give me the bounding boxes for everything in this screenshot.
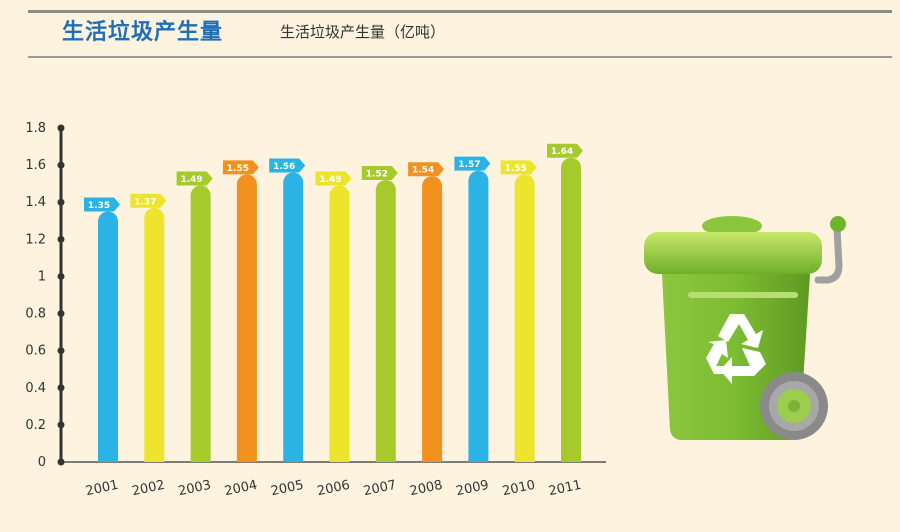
x-tick-label: 2007 (362, 478, 397, 500)
data-label-flag (500, 160, 537, 175)
bar (329, 185, 350, 462)
bar (375, 179, 396, 462)
data-label: 1.37 (134, 197, 156, 207)
data-label-flag (315, 171, 352, 186)
y-tick-label: 0.6 (25, 344, 46, 359)
data-label: 1.55 (227, 164, 249, 174)
bar (514, 174, 535, 462)
y-tick-label: 0.4 (25, 381, 46, 396)
y-tick-dot (57, 310, 65, 318)
data-label: 1.49 (319, 175, 341, 185)
data-label: 1.35 (88, 201, 110, 211)
y-tick-label: 1.6 (25, 158, 46, 173)
y-tick-label: 1.2 (25, 232, 46, 247)
data-label-flag (176, 171, 213, 186)
y-tick-dot (57, 421, 65, 429)
data-label-flag (84, 197, 120, 212)
data-label-flag (269, 158, 306, 173)
page-title: 生活垃圾产生量 (62, 20, 224, 45)
bar (561, 157, 581, 462)
y-tick-dot (57, 198, 65, 206)
data-label: 1.55 (505, 164, 527, 174)
x-tick-label: 2002 (131, 478, 166, 500)
data-label-flag (547, 143, 583, 158)
bar (422, 176, 443, 462)
recycling-bin-icon (644, 216, 846, 440)
y-tick-label: 0.2 (25, 418, 46, 433)
x-tick-label: 2001 (84, 478, 119, 500)
data-label-flag (361, 165, 398, 180)
y-tick-label: 1.8 (25, 121, 46, 136)
x-tick-label: 2004 (223, 478, 258, 500)
bar (190, 185, 211, 462)
data-label: 1.64 (551, 147, 573, 157)
data-label-flag (130, 193, 167, 208)
bar (468, 170, 489, 462)
data-label: 1.49 (180, 175, 202, 185)
y-tick-dot (57, 347, 65, 355)
data-label: 1.54 (412, 166, 434, 176)
bar (283, 172, 304, 463)
y-tick-dot (57, 272, 65, 280)
chart-subtitle: 生活垃圾产生量（亿吨） (280, 23, 446, 41)
x-tick-label: 2010 (501, 478, 536, 500)
data-label-flag (408, 162, 445, 177)
y-tick-label: 0.8 (25, 307, 46, 322)
y-tick-label: 1 (38, 269, 46, 284)
x-tick-label: 2011 (547, 478, 582, 500)
bar (98, 211, 118, 462)
y-tick-dot (57, 124, 65, 132)
y-tick-label: 0 (38, 455, 46, 470)
data-label-flag (222, 160, 259, 175)
y-tick-label: 1.4 (25, 195, 46, 210)
data-label: 1.56 (273, 162, 295, 172)
y-tick-dot (57, 384, 65, 392)
top-rule (28, 10, 892, 13)
x-tick-label: 2006 (316, 478, 351, 500)
data-label-flag (454, 156, 491, 171)
bar (144, 207, 165, 462)
y-tick-dot (57, 458, 65, 466)
y-tick-dot (57, 161, 65, 169)
data-label: 1.57 (458, 160, 480, 170)
bar-chart: 0 0.2 0.4 0.6 0.8 1 1.2 1.4 1.6 1.8 1.35 2001 1.37 20… (25, 121, 606, 500)
y-tick-dot (57, 235, 65, 243)
x-tick-label: 2003 (177, 478, 212, 500)
x-tick-label: 2008 (408, 478, 443, 500)
x-tick-label: 2005 (270, 478, 305, 500)
bar (236, 174, 257, 462)
x-tick-label: 2009 (455, 478, 490, 500)
data-label: 1.52 (366, 169, 388, 179)
header-rule (28, 56, 892, 58)
